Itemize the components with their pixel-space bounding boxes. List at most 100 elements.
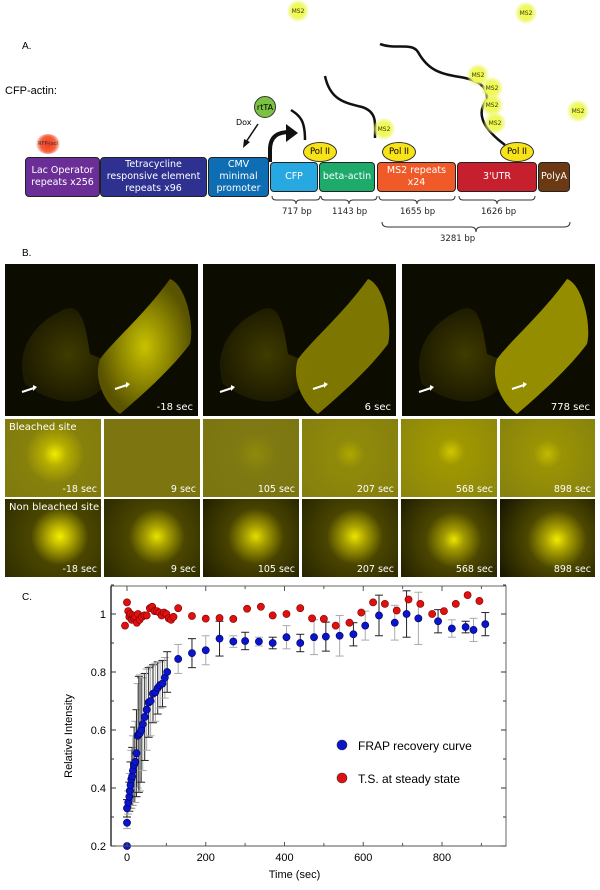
y-tick-label: 0.4 (91, 783, 106, 795)
non-bleached-tile-5: 568 sec (401, 499, 497, 577)
tile-time: 105 sec (257, 564, 295, 575)
non-bleached-tile-3: 105 sec (203, 499, 299, 577)
ms2-bound: MS2 (484, 112, 506, 134)
cell-shape (21, 279, 192, 414)
cell-image-2: 6 sec (203, 264, 396, 416)
tile-time: 568 sec (455, 564, 493, 575)
non-bleached-tile-1: Non bleached site -18 sec (5, 499, 101, 577)
x-tick-label: 400 (275, 852, 293, 864)
y-tick-label: 0.2 (91, 841, 106, 853)
ts-steady-state-point (345, 618, 354, 627)
ts-steady-state-point (463, 591, 472, 600)
frap-point (138, 720, 147, 729)
panel-c-label: C. (22, 592, 32, 603)
tile-time: 207 sec (356, 564, 394, 575)
frap-point (142, 705, 151, 714)
segment-3utr: 3'UTR (457, 162, 537, 192)
frap-point (349, 630, 358, 639)
frap-point (215, 634, 224, 643)
y-tick-label: 0.6 (91, 725, 106, 737)
frap-chart: 0 200 400 600 800 0.2 0.4 0.6 0.8 1 Time (sec) Rela… (63, 584, 507, 881)
legend-marker (336, 739, 348, 751)
ms2-bound: MS2 (373, 118, 395, 140)
legend-label: T.S. at steady state (358, 772, 460, 786)
ts-steady-state-point (142, 611, 151, 620)
ts-steady-state-point (451, 599, 460, 608)
tile-time: -18 sec (62, 564, 97, 575)
ts-steady-state-point (256, 602, 265, 611)
length-cfp: 717 bp (282, 207, 312, 217)
ts-steady-state-point (268, 611, 277, 620)
promoter-arrowhead (286, 124, 298, 142)
frap-point (146, 697, 155, 705)
ts-steady-state-point (475, 597, 484, 605)
cell-time-2: 6 sec (364, 402, 391, 413)
tile-time: 898 sec (553, 484, 591, 495)
ts-steady-state-point (123, 598, 131, 607)
frap-point (163, 668, 172, 676)
plot-frame (110, 585, 507, 847)
ts-steady-state-point (428, 610, 437, 618)
panel-b-label: B. (22, 248, 32, 259)
segment-tre: Tetracycline responsive element repeats … (100, 157, 207, 197)
ts-steady-state-point (169, 613, 178, 621)
ts-steady-state-point (331, 621, 340, 630)
frap-point (296, 639, 305, 647)
pol-ii-3: Pol II (500, 142, 534, 162)
ts-steady-state-point (188, 612, 196, 620)
frap-point (469, 626, 478, 634)
frap-point (390, 618, 399, 627)
ts-steady-state-point (296, 604, 305, 613)
frap-point (132, 749, 141, 758)
ts-steady-state-point (319, 615, 328, 623)
bleached-site-label: Bleached site (9, 422, 77, 433)
dox-arrow (245, 123, 259, 143)
tile-time: 9 sec (170, 484, 196, 495)
cell-time-3: 778 sec (550, 402, 590, 413)
tile-time: 898 sec (553, 564, 591, 575)
frap-point (268, 639, 277, 647)
x-tick-label: 0 (124, 852, 130, 864)
ts-steady-state-point (229, 615, 238, 623)
y-tick-label: 0.8 (91, 667, 106, 679)
frap-point (201, 646, 210, 655)
legend-label: FRAP recovery curve (358, 739, 472, 753)
legend-marker (336, 772, 348, 784)
y-tick-label: 1 (100, 609, 106, 621)
transcript-1 (290, 108, 307, 141)
frap-point (414, 614, 423, 623)
frap-point (188, 649, 196, 658)
frap-point (434, 617, 442, 626)
frap-point (123, 818, 131, 827)
ms2-free-1: MS2 (287, 0, 309, 22)
frap-point (481, 620, 490, 629)
tile-time: 568 sec (455, 484, 493, 495)
frap-point (361, 621, 370, 630)
dox-label: Dox (236, 118, 252, 127)
x-axis-label: Time (sec) (269, 869, 321, 881)
frap-point (229, 637, 238, 646)
ms2-free-2: MS2 (515, 2, 537, 24)
panel-a-label: A. (22, 41, 32, 52)
y-axis-label: Relative Intensity (63, 694, 75, 778)
frap-point (131, 757, 140, 766)
length-3utr: 1626 bp (481, 207, 517, 217)
ts-steady-state-point (174, 604, 183, 613)
length-ms2: 1655 bp (400, 207, 436, 217)
non-bleached-tile-4: 207 sec (302, 499, 398, 577)
ms2-bound: MS2 (481, 77, 503, 99)
frap-point (461, 623, 470, 631)
segment-cfp: CFP (270, 162, 318, 192)
x-tick-label: 200 (197, 852, 215, 864)
bleached-tile-6: 898 sec (500, 419, 595, 497)
segment-ms2-repeats: MS2 repeats x24 (377, 162, 456, 192)
pol-ii-1: Pol II (303, 142, 337, 162)
cell-shape (219, 279, 390, 414)
frap-point (321, 632, 330, 641)
ts-steady-state-point (392, 606, 401, 615)
ms2-free-3: MS2 (567, 100, 589, 122)
segment-polya: PolyA (538, 162, 570, 192)
frap-point (255, 637, 263, 646)
frap-point (402, 610, 411, 618)
bleached-tile-1: Bleached site -18 sec (5, 419, 101, 497)
